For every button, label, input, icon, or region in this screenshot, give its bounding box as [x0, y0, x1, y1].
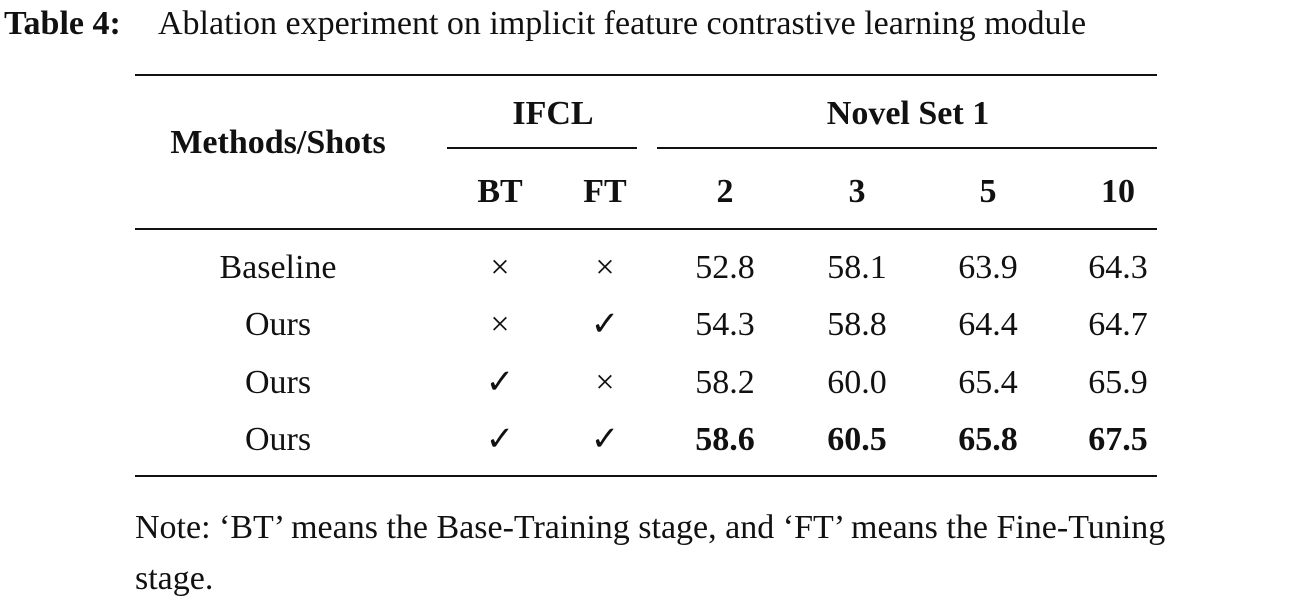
row-flag: ✓: [591, 306, 620, 343]
header-methods: Methods/Shots: [170, 124, 385, 161]
row-flag: ✓: [486, 421, 515, 458]
row-value: 65.9: [1088, 364, 1148, 401]
row-flag: ✓: [486, 364, 515, 401]
caption-text: Ablation experiment on implicit feature …: [158, 5, 1086, 42]
column-header: FT: [583, 173, 627, 210]
row-value: 52.8: [695, 249, 755, 286]
column-header: 10: [1101, 173, 1135, 210]
row-value: 58.1: [827, 249, 887, 286]
row-value: 64.4: [958, 306, 1018, 343]
row-value: 54.3: [695, 306, 755, 343]
row-value: 58.6: [695, 421, 755, 458]
row-flag: ×: [490, 306, 509, 343]
row-method: Ours: [245, 421, 311, 458]
row-value: 63.9: [958, 249, 1018, 286]
column-header: BT: [477, 173, 523, 210]
row-method: Ours: [245, 364, 311, 401]
column-header: 5: [980, 173, 997, 210]
note: Note: ‘BT’ means the Base-Training stage…: [135, 509, 1166, 597]
row-value: 67.5: [1088, 421, 1148, 458]
header-group: Novel Set 1: [827, 95, 989, 132]
row-flag: ×: [595, 364, 614, 401]
row-flag: ×: [490, 249, 509, 286]
caption-label: Table 4:: [4, 5, 121, 42]
column-header: 2: [717, 173, 734, 210]
row-value: 58.8: [827, 306, 887, 343]
row-value: 58.2: [695, 364, 755, 401]
row-method: Ours: [245, 306, 311, 343]
header-group: IFCL: [512, 95, 593, 132]
row-flag: ×: [595, 249, 614, 286]
row-value: 64.7: [1088, 306, 1148, 343]
column-header: 3: [849, 173, 866, 210]
row-value: 65.8: [958, 421, 1018, 458]
row-value: 65.4: [958, 364, 1018, 401]
table-figure: Table 4: Ablation experiment on implicit…: [4, 5, 1157, 477]
row-value: 60.5: [827, 421, 887, 458]
row-value: 60.0: [827, 364, 887, 401]
row-value: 64.3: [1088, 249, 1148, 286]
row-flag: ✓: [591, 421, 620, 458]
row-method: Baseline: [219, 249, 336, 286]
